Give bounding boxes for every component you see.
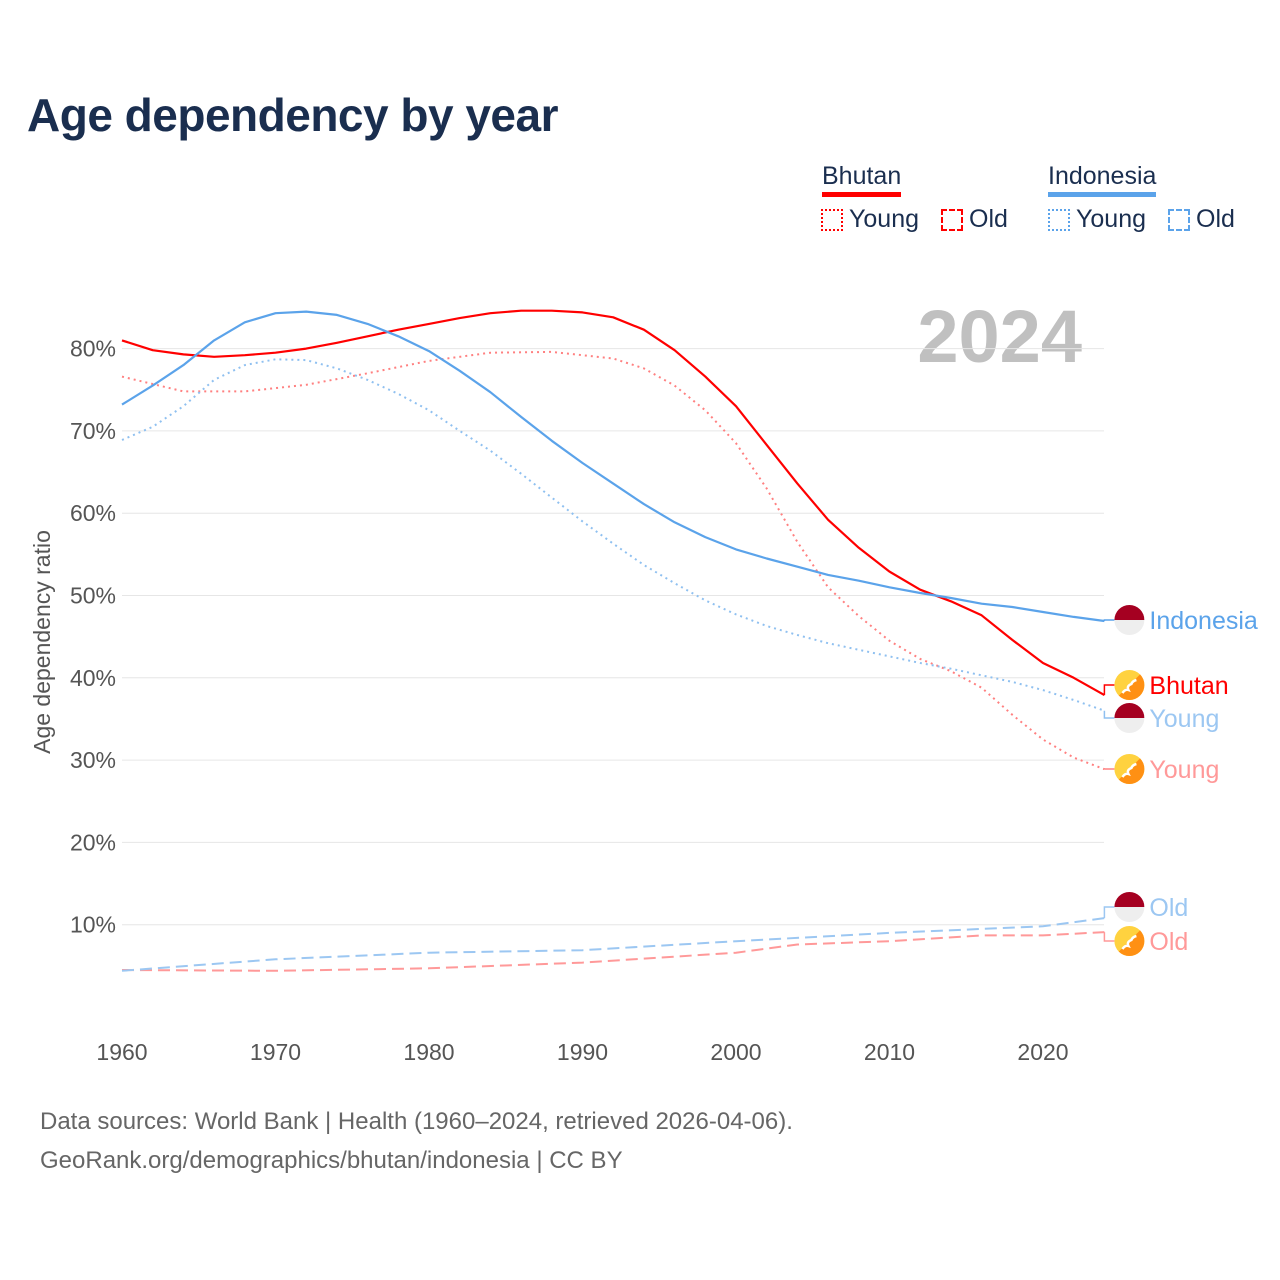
legend-bhutan-swatch (822, 192, 902, 197)
end-label-indonesia-old: Old (1149, 894, 1188, 922)
legend-bhutan-label: Bhutan (822, 162, 902, 190)
dashed-swatch-icon (941, 208, 963, 231)
series-line-bhutan-young[interactable] (121, 350, 1105, 771)
indonesia-flag-icon (1114, 703, 1145, 733)
legend-bhutan[interactable]: Bhutan (822, 162, 902, 199)
y-tick-label: 20% (70, 829, 116, 855)
series-line-indonesia[interactable] (121, 310, 1105, 623)
y-tick-label: 30% (70, 747, 116, 773)
label-connector (1103, 906, 1115, 919)
legend-label: Old (1196, 205, 1235, 233)
end-label-indonesia-young: Young (1149, 705, 1219, 733)
legend-label: Young (1076, 205, 1146, 233)
x-tick-label: 1960 (96, 1039, 147, 1065)
series-line-indonesia-old[interactable] (121, 917, 1105, 972)
dotted-swatch-icon (1048, 208, 1070, 231)
legend-indonesia-young[interactable]: Young (1048, 205, 1146, 234)
legend-label: Young (849, 205, 919, 233)
x-tick-label: 1990 (557, 1039, 608, 1065)
y-tick-label: 80% (70, 336, 116, 362)
indonesia-flag-icon (1114, 892, 1145, 922)
year-watermark: 2024 (917, 295, 1082, 378)
legend-bhutan-young[interactable]: Young (821, 205, 919, 234)
series-line-indonesia-young[interactable] (121, 358, 1105, 712)
x-tick-label: 2020 (1017, 1039, 1068, 1065)
y-tick-label: 10% (70, 912, 116, 938)
y-axis-label: Age dependency ratio (29, 530, 55, 754)
label-connector (1103, 684, 1115, 696)
y-tick-label: 40% (70, 665, 116, 691)
indonesia-flag-icon (1114, 605, 1145, 635)
end-label-bhutan-young: Young (1149, 756, 1219, 784)
attribution-link[interactable]: GeoRank.org/demographics/bhutan/indonesi… (40, 1147, 623, 1174)
end-label-indonesia: Indonesia (1149, 607, 1258, 635)
bhutan-flag-icon (1114, 754, 1145, 784)
label-connector (1103, 619, 1115, 622)
legend-indonesia-swatch (1048, 192, 1157, 197)
dotted-swatch-icon (821, 208, 843, 231)
legend-bhutan-old[interactable]: Old (941, 205, 1008, 234)
dashed-swatch-icon (1168, 208, 1190, 231)
x-tick-label: 2000 (710, 1039, 761, 1065)
bhutan-flag-icon (1114, 670, 1145, 700)
x-tick-label: 1970 (250, 1039, 301, 1065)
series-line-bhutan-old[interactable] (121, 931, 1105, 972)
y-tick-label: 60% (70, 500, 116, 526)
bhutan-flag-icon (1114, 926, 1145, 956)
legend-indonesia-old[interactable]: Old (1168, 205, 1235, 234)
label-connector (1103, 932, 1115, 942)
legend-indonesia[interactable]: Indonesia (1048, 162, 1157, 199)
end-label-bhutan-old: Old (1149, 928, 1188, 956)
end-label-bhutan: Bhutan (1149, 672, 1228, 700)
label-connector (1103, 710, 1115, 719)
x-tick-label: 1980 (403, 1039, 454, 1065)
x-tick-label: 2010 (864, 1039, 915, 1065)
chart-title: Age dependency by year (27, 89, 558, 141)
y-tick-label: 50% (70, 583, 116, 609)
legend-indonesia-label: Indonesia (1048, 162, 1157, 190)
source-text: Data sources: World Bank | Health (1960–… (40, 1108, 793, 1135)
y-tick-label: 70% (70, 418, 116, 444)
legend-label: Old (969, 205, 1008, 233)
